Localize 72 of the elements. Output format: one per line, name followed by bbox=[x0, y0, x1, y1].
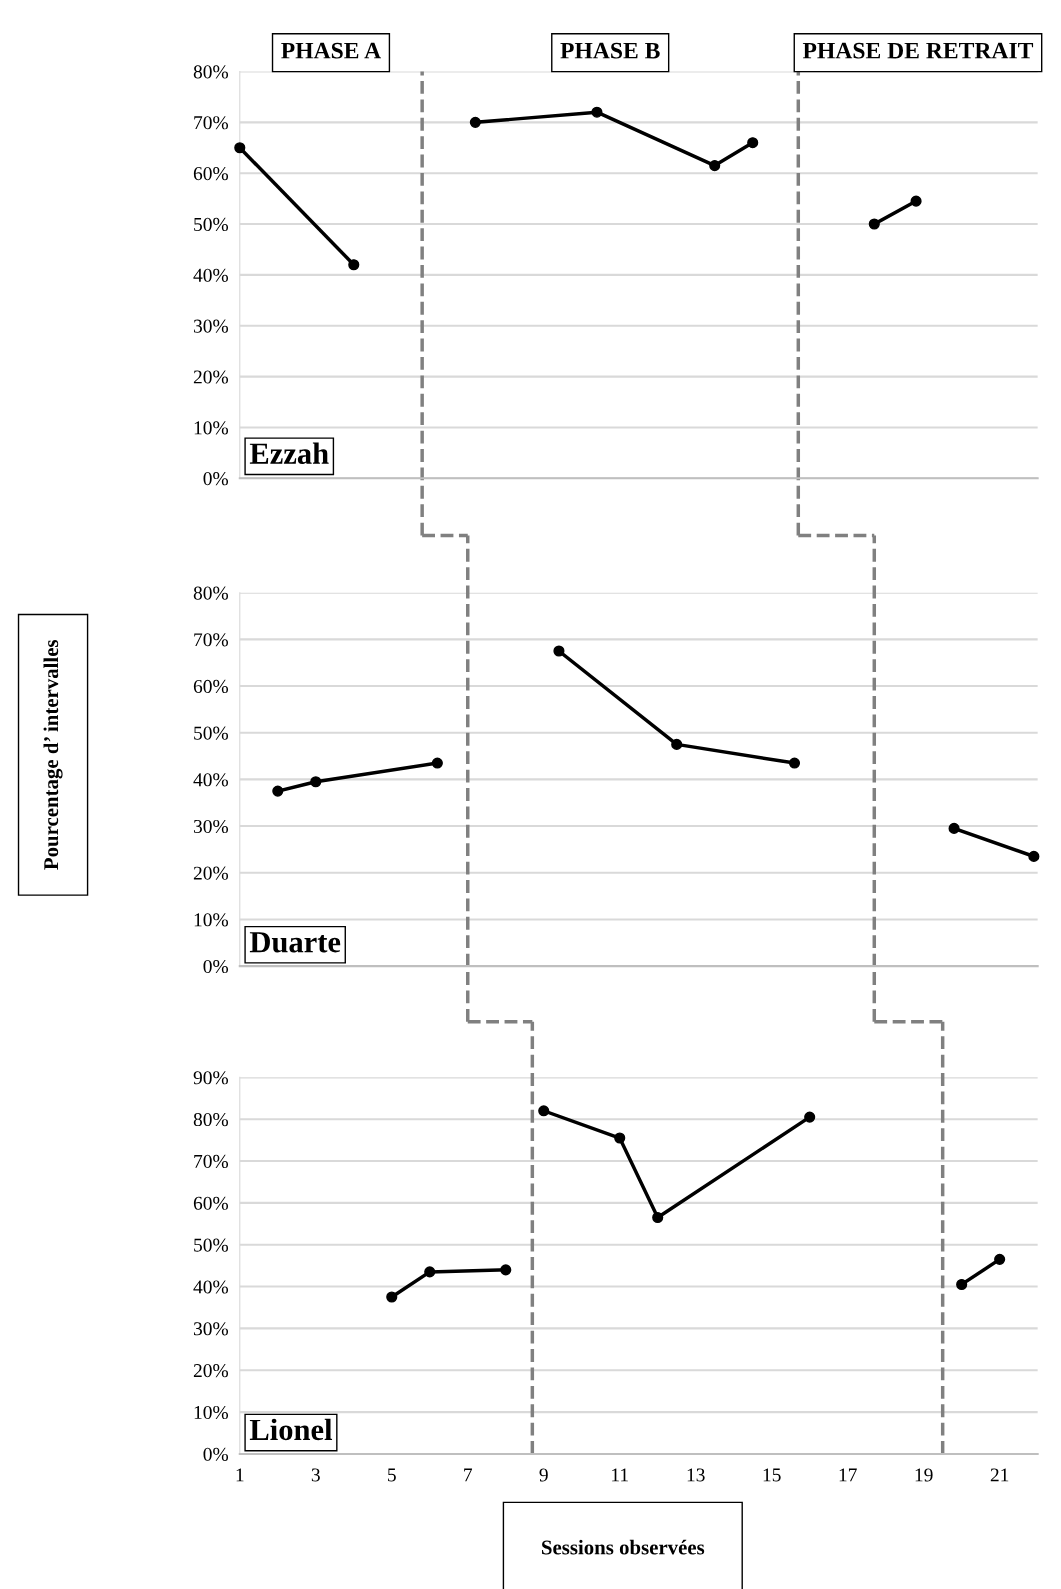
x-tick-label: 15 bbox=[763, 1468, 781, 1482]
y-tick-label: 90% bbox=[193, 1071, 229, 1085]
y-tick-label: 20% bbox=[193, 866, 229, 880]
point bbox=[910, 195, 922, 207]
point bbox=[868, 218, 880, 230]
y-axis-title: Pourcentage d’ intervalles bbox=[43, 639, 63, 870]
point bbox=[591, 106, 603, 118]
y-tick-label: 50% bbox=[194, 1238, 229, 1252]
text: Lionel bbox=[249, 1418, 333, 1441]
point bbox=[652, 1211, 664, 1224]
x-tick-label: 21 bbox=[990, 1468, 1009, 1482]
y-tick-label: 30% bbox=[193, 1322, 229, 1336]
x-tick-label: 11 bbox=[612, 1468, 628, 1482]
x-tick-label: 9 bbox=[539, 1468, 548, 1482]
point bbox=[1028, 850, 1040, 862]
point bbox=[709, 160, 721, 172]
y-tick-label: 70% bbox=[194, 1154, 229, 1169]
point bbox=[348, 259, 360, 271]
x-tick-label: 3 bbox=[311, 1468, 320, 1482]
y-tick-label: 10% bbox=[194, 913, 229, 927]
y-tick-label: 0% bbox=[203, 1447, 229, 1461]
text: PHASE A bbox=[281, 42, 381, 59]
point bbox=[310, 776, 322, 788]
y-tick-label: 70% bbox=[194, 116, 229, 130]
point bbox=[386, 1291, 398, 1303]
y-tick-label: 20% bbox=[193, 370, 229, 384]
y-tick-label: 80% bbox=[193, 586, 229, 600]
point bbox=[614, 1132, 626, 1144]
y-tick-label: 80% bbox=[193, 65, 229, 79]
y-tick-label: 60% bbox=[193, 679, 229, 694]
text: Duarte bbox=[249, 932, 341, 953]
y-tick-label: 80% bbox=[193, 1113, 229, 1127]
y-tick-label: 30% bbox=[193, 319, 229, 333]
point bbox=[994, 1253, 1006, 1265]
x-tick-label: 17 bbox=[839, 1468, 857, 1482]
point bbox=[469, 116, 481, 128]
point bbox=[948, 822, 960, 834]
y-tick-label: 10% bbox=[194, 1405, 229, 1420]
y-tick-label: 40% bbox=[193, 1280, 229, 1294]
point bbox=[553, 645, 565, 657]
point bbox=[500, 1264, 512, 1276]
point bbox=[538, 1105, 550, 1117]
y-tick-label: 60% bbox=[193, 167, 229, 181]
x-tick-label: 13 bbox=[687, 1468, 705, 1482]
point bbox=[788, 757, 801, 769]
point bbox=[671, 738, 683, 750]
point bbox=[234, 142, 246, 154]
point bbox=[747, 137, 759, 149]
y-tick-label: 40% bbox=[193, 268, 229, 282]
point bbox=[804, 1111, 816, 1123]
point bbox=[431, 757, 443, 769]
y-tick-label: 50% bbox=[194, 217, 229, 232]
x-tick-label: 7 bbox=[464, 1468, 473, 1482]
x-tick-label: 1 bbox=[236, 1468, 244, 1482]
x-tick-label: 19 bbox=[915, 1468, 933, 1482]
y-tick-label: 10% bbox=[194, 421, 229, 435]
y-tick-label: 0% bbox=[203, 959, 229, 974]
y-tick-label: 50% bbox=[194, 726, 229, 740]
text: Ezzah bbox=[249, 442, 329, 464]
text: PHASE B bbox=[560, 42, 660, 59]
point bbox=[956, 1278, 968, 1291]
y-tick-label: 60% bbox=[193, 1196, 229, 1210]
y-tick-label: 70% bbox=[194, 633, 229, 647]
text: PHASE DE RETRAIT bbox=[802, 42, 1034, 59]
point bbox=[424, 1266, 436, 1278]
point bbox=[272, 785, 284, 797]
y-tick-label: 40% bbox=[193, 773, 229, 787]
x-tick-label: 5 bbox=[388, 1468, 396, 1482]
x-axis-title: Sessions observées bbox=[542, 1539, 705, 1555]
y-tick-label: 30% bbox=[193, 819, 229, 834]
y-tick-label: 20% bbox=[193, 1364, 229, 1378]
y-tick-label: 0% bbox=[203, 472, 229, 486]
